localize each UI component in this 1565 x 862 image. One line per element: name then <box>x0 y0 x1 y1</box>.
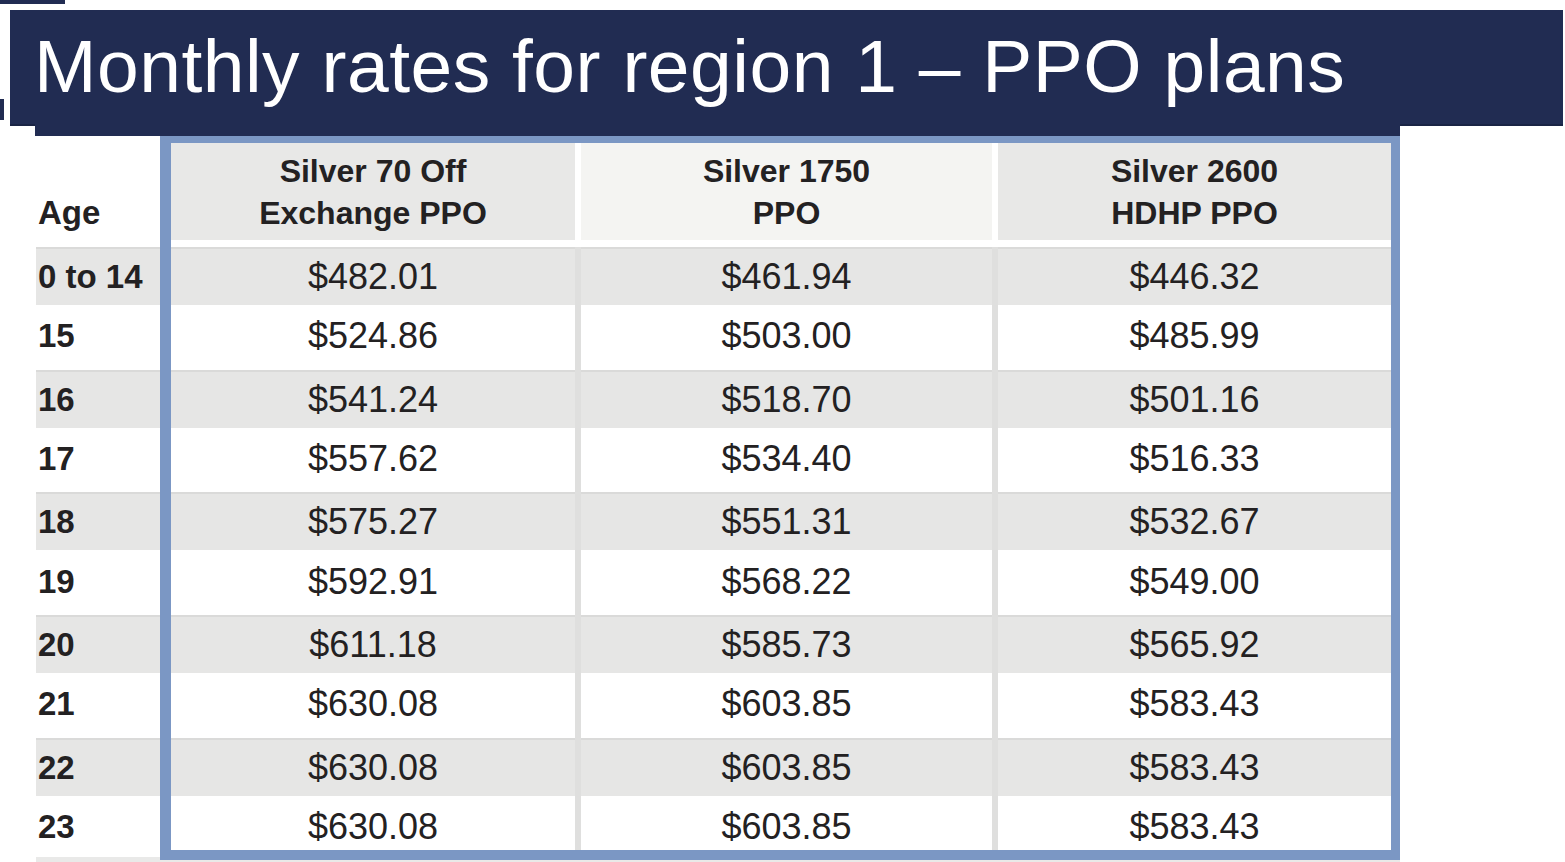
age-cell: 15 <box>36 308 160 366</box>
rate-cell: $461.94 <box>581 247 992 305</box>
age-cell: 0 to 14 <box>36 247 160 305</box>
rate-cell: $532.67 <box>998 492 1391 550</box>
rate-cell: $568.22 <box>581 554 992 612</box>
rate-cell: $583.43 <box>998 799 1391 857</box>
rate-cell: $603.85 <box>581 738 992 796</box>
rate-cell: $541.24 <box>171 370 575 428</box>
age-cell: 22 <box>36 738 160 796</box>
rate-cell: $575.27 <box>171 492 575 550</box>
rate-cell: $518.70 <box>581 370 992 428</box>
rate-cell: $592.91 <box>171 554 575 612</box>
rate-cell: $585.73 <box>581 615 992 673</box>
rate-cell: $501.16 <box>998 370 1391 428</box>
column-header-line: Exchange PPO <box>171 192 575 234</box>
rate-cell: $551.31 <box>581 492 992 550</box>
rate-cell: $446.32 <box>998 247 1391 305</box>
column-header-line: HDHP PPO <box>998 192 1391 234</box>
rate-cell: $630.08 <box>171 738 575 796</box>
rate-cell: $630.08 <box>171 676 575 734</box>
age-cell: 17 <box>36 431 160 489</box>
column-header: Silver 70 OffExchange PPO <box>171 143 575 240</box>
age-cell: 19 <box>36 554 160 612</box>
rate-cell: $516.33 <box>998 431 1391 489</box>
column-header-line: PPO <box>581 192 992 234</box>
top-edge-strip <box>0 0 65 4</box>
column-divider <box>992 247 998 850</box>
age-cell: 18 <box>36 492 160 550</box>
age-column-header: Age <box>36 143 160 240</box>
left-edge-strip <box>0 99 4 120</box>
rate-cell: $603.85 <box>581 676 992 734</box>
column-header-line: Silver 70 Off <box>171 150 575 192</box>
rate-cell: $603.85 <box>581 799 992 857</box>
column-header-line: Silver 2600 <box>998 150 1391 192</box>
rate-cell: $557.62 <box>171 431 575 489</box>
age-cell: 16 <box>36 370 160 428</box>
column-header: Silver 2600HDHP PPO <box>998 143 1391 240</box>
rate-cell: $611.18 <box>171 615 575 673</box>
rate-cell: $565.92 <box>998 615 1391 673</box>
title-banner: Monthly rates for region 1 – PPO plans <box>10 10 1563 126</box>
title-banner-extension <box>35 124 1400 136</box>
rate-cell: $485.99 <box>998 308 1391 366</box>
rate-cell: $534.40 <box>581 431 992 489</box>
rate-sheet-page: Monthly rates for region 1 – PPO plans A… <box>0 0 1565 862</box>
rate-cell: $583.43 <box>998 738 1391 796</box>
rate-cell: $583.43 <box>998 676 1391 734</box>
age-cell: 21 <box>36 676 160 734</box>
rate-cell: $482.01 <box>171 247 575 305</box>
age-cell: 23 <box>36 799 160 857</box>
column-divider <box>575 247 581 850</box>
column-header: Silver 1750PPO <box>581 143 992 240</box>
rate-cell: $549.00 <box>998 554 1391 612</box>
rate-cell: $630.08 <box>171 799 575 857</box>
page-title: Monthly rates for region 1 – PPO plans <box>10 10 1563 122</box>
age-cell: 20 <box>36 615 160 673</box>
rate-cell: $503.00 <box>581 308 992 366</box>
column-header-line: Silver 1750 <box>581 150 992 192</box>
rate-cell: $524.86 <box>171 308 575 366</box>
